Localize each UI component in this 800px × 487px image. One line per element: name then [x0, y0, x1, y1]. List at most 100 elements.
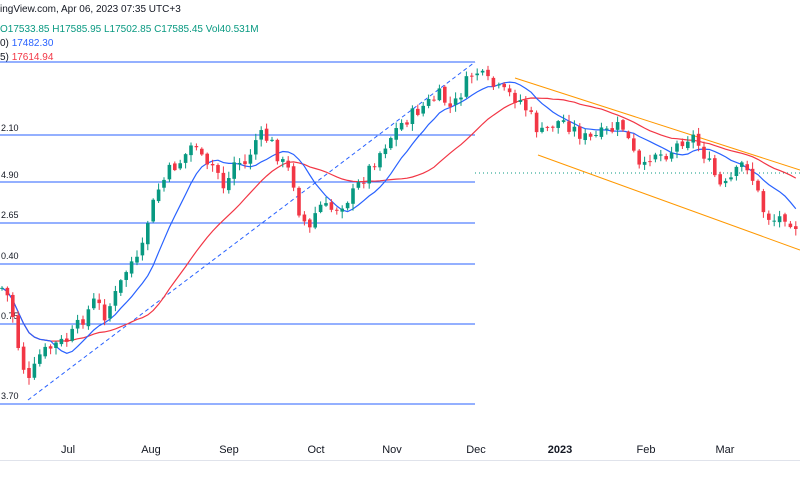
candle-up	[313, 213, 317, 228]
fib-retracement[interactable]: 2.10 4.90 2.65 0.40 0.75 3.70	[0, 61, 800, 405]
candle-down	[745, 164, 749, 171]
candle-up	[135, 256, 139, 263]
candle-up	[572, 126, 577, 132]
candle-up	[707, 158, 712, 160]
candle-up	[777, 216, 782, 223]
fib-level-label: 4.90	[1, 170, 19, 180]
candle-down	[534, 112, 539, 133]
candle-up	[0, 287, 4, 289]
candle-down	[545, 126, 550, 128]
candle-up	[686, 141, 690, 149]
candle-down	[578, 126, 582, 139]
candle-up	[140, 242, 145, 256]
fib-level-label: 2.10	[1, 123, 19, 133]
candle-up	[464, 76, 469, 97]
candle-up	[772, 220, 776, 222]
candle-down	[102, 304, 107, 321]
candle-up	[156, 189, 161, 202]
candle-up	[124, 272, 128, 280]
candle-down	[767, 213, 771, 220]
candle-up	[324, 203, 328, 206]
candle-up	[653, 154, 658, 160]
candle-down	[264, 128, 269, 141]
candle-up	[119, 280, 123, 293]
candle-up	[421, 105, 425, 114]
candle-down	[329, 202, 334, 210]
candle-up	[345, 202, 350, 209]
candle-down	[216, 165, 220, 173]
candle-down	[302, 214, 307, 222]
candle-up	[92, 298, 96, 309]
candle-up	[113, 291, 118, 306]
candle-down	[194, 146, 199, 148]
candle-up	[38, 354, 42, 364]
candle-down	[529, 110, 533, 112]
candle-down	[291, 166, 296, 188]
candle-down	[588, 133, 593, 137]
ma-slow-legend[interactable]: 5) 17614.94	[0, 52, 53, 63]
candle-down	[788, 223, 793, 228]
candle-down	[761, 191, 766, 213]
candle-down	[713, 158, 717, 176]
candle-up	[410, 108, 415, 125]
candle-down	[470, 75, 474, 77]
candle-down	[11, 294, 15, 318]
candle-up	[129, 261, 134, 274]
diagonal-trend-line[interactable]	[27, 61, 476, 401]
candle-up	[178, 163, 182, 169]
x-axis-tick-label: Mar	[716, 444, 735, 456]
candle-down	[243, 161, 247, 165]
ma-fast-label: 0)	[0, 38, 9, 49]
candle-up	[583, 133, 587, 141]
x-axis-tick-label: 2023	[548, 444, 572, 456]
candle-down	[696, 133, 701, 146]
candle-down	[750, 168, 755, 181]
candle-down	[308, 219, 312, 228]
candle-down	[173, 163, 177, 171]
candle-up	[426, 98, 431, 106]
trend-channel[interactable]	[514, 77, 800, 251]
candle-up	[162, 179, 166, 188]
candle-down	[632, 138, 636, 151]
candle-up	[237, 162, 242, 165]
candle-down	[513, 92, 517, 103]
candle-up	[108, 306, 112, 319]
candle-down	[443, 86, 447, 103]
candle-up	[340, 208, 344, 212]
candle-up	[437, 88, 442, 101]
candle-down	[610, 128, 614, 132]
candle-down	[275, 139, 280, 162]
candle-up	[378, 153, 382, 168]
candle-up	[659, 154, 663, 156]
candle-up	[642, 161, 647, 165]
candle-down	[648, 161, 652, 163]
candle-down	[664, 156, 668, 160]
low-value: L17502.85	[104, 24, 152, 35]
candle-down	[81, 319, 85, 325]
candle-up	[605, 128, 609, 130]
ohlc-legend: O17533.85 H17585.95 L17502.85 C17585.45 …	[0, 24, 259, 35]
ma-fast-value: 17482.30	[11, 38, 54, 49]
high-value: H17585.95	[52, 24, 102, 35]
fib-level-label: 3.70	[1, 391, 19, 401]
candle-down	[97, 299, 101, 304]
candle-up	[248, 154, 253, 164]
candle-up	[318, 204, 323, 213]
candle-up	[189, 145, 193, 156]
candle-down	[210, 164, 215, 166]
ma-slow-label: 5)	[0, 52, 9, 63]
ma-fast-legend[interactable]: 0) 17482.30	[0, 38, 53, 49]
candle-up	[729, 177, 733, 180]
candle-up	[232, 162, 236, 179]
candle-up	[183, 154, 188, 163]
candles	[0, 65, 798, 385]
candle-down	[551, 126, 555, 128]
ma-slow-line	[1, 97, 797, 342]
candle-down	[432, 99, 436, 101]
candle-up	[518, 100, 523, 102]
fib-level-label: 2.65	[1, 210, 19, 220]
candle-down	[637, 150, 641, 165]
x-axis-tick-label: Oct	[307, 444, 324, 456]
axis-divider	[0, 460, 800, 461]
